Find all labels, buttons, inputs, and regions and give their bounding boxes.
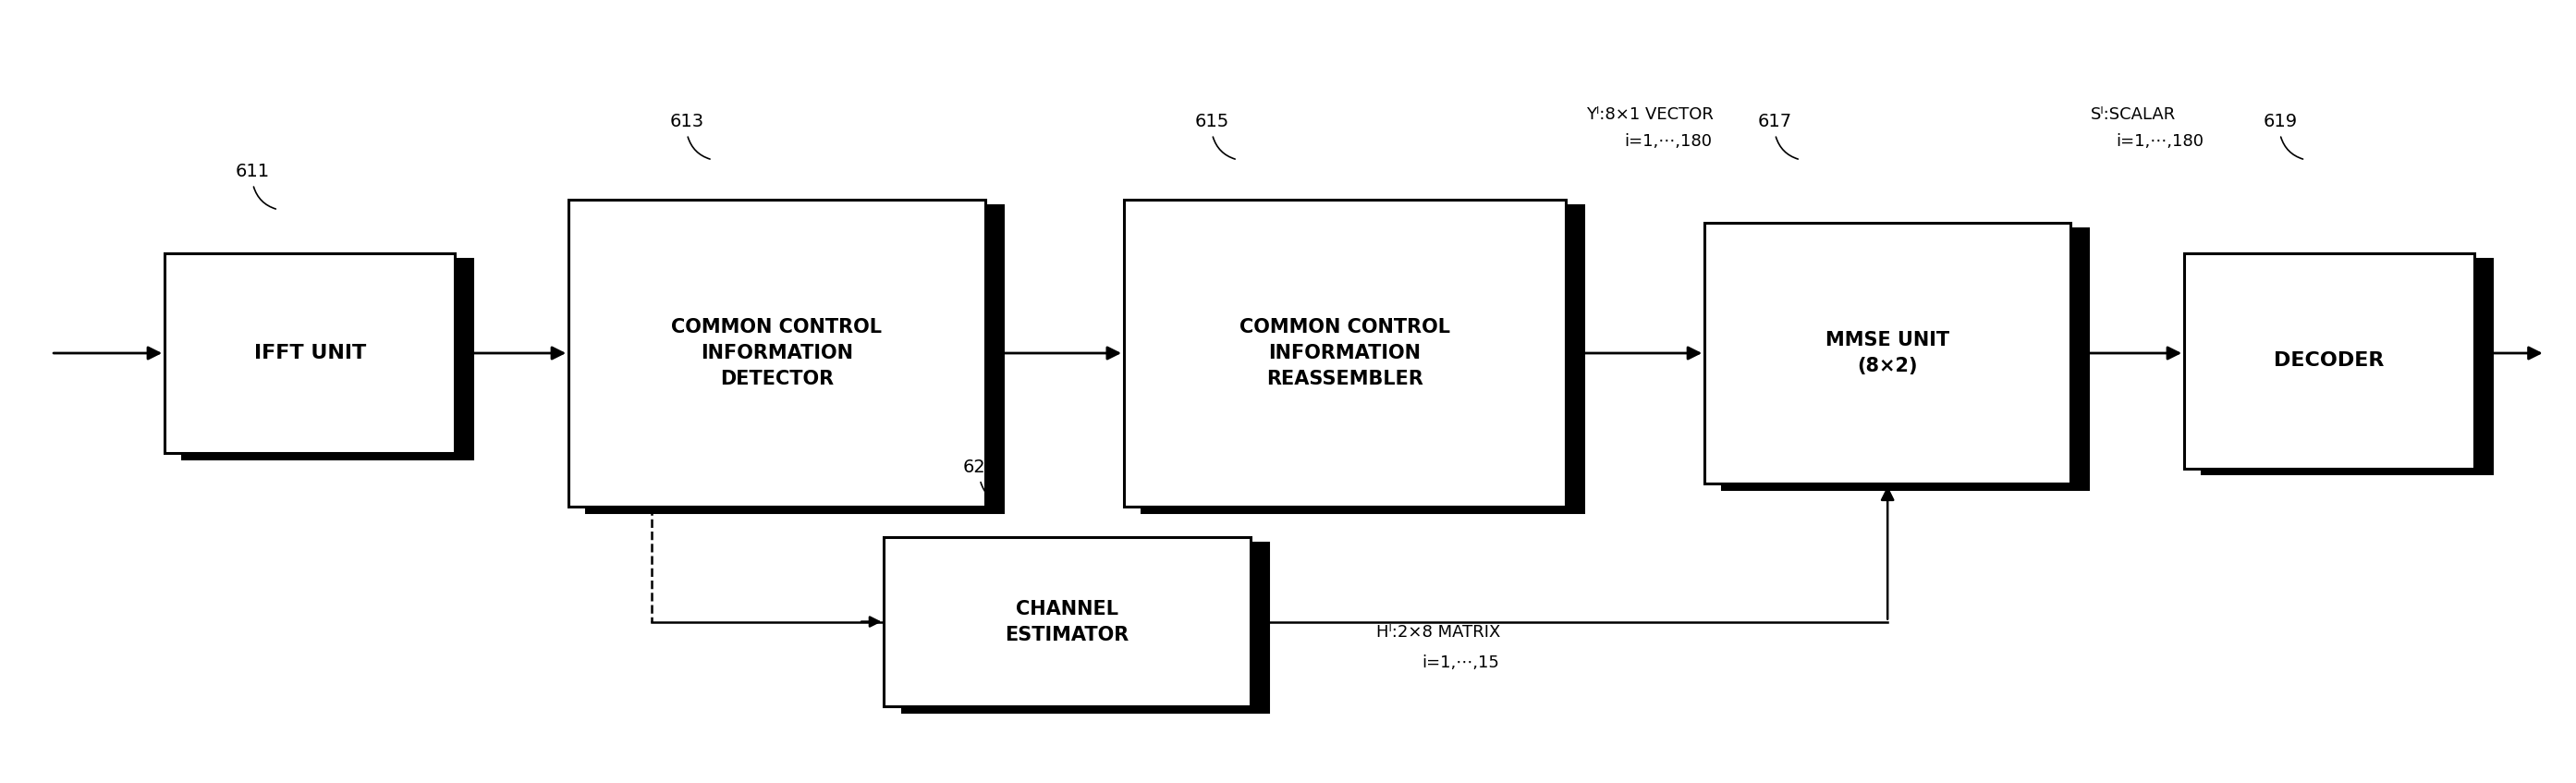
Text: i=1,⋯,180: i=1,⋯,180	[2115, 133, 2205, 150]
Text: CHANNEL
ESTIMATOR: CHANNEL ESTIMATOR	[1005, 600, 1128, 644]
Bar	[587, 205, 1002, 512]
Bar	[884, 537, 1249, 706]
Bar	[2202, 258, 2491, 474]
Text: DECODER: DECODER	[2275, 352, 2385, 370]
Text: Sᴵ:SCALAR: Sᴵ:SCALAR	[2092, 106, 2177, 123]
Text: i=1,⋯,180: i=1,⋯,180	[1623, 133, 1710, 150]
Bar	[902, 543, 1267, 712]
Text: MMSE UNIT
(8×2): MMSE UNIT (8×2)	[1826, 331, 1950, 375]
Bar	[1123, 200, 1566, 507]
Bar	[1705, 222, 2071, 484]
Text: 615: 615	[1195, 113, 1229, 131]
Text: COMMON CONTROL
INFORMATION
DETECTOR: COMMON CONTROL INFORMATION DETECTOR	[672, 318, 881, 388]
Bar	[165, 254, 456, 453]
Text: IFFT UNIT: IFFT UNIT	[252, 344, 366, 363]
Text: 619: 619	[2262, 113, 2298, 131]
Bar	[569, 200, 984, 507]
Text: 617: 617	[1757, 113, 1793, 131]
Text: COMMON CONTROL
INFORMATION
REASSEMBLER: COMMON CONTROL INFORMATION REASSEMBLER	[1239, 318, 1450, 388]
Bar	[1723, 228, 2089, 489]
Text: i=1,⋯,15: i=1,⋯,15	[1422, 655, 1499, 672]
Bar	[2184, 254, 2476, 468]
Bar	[1141, 205, 1584, 512]
Text: 611: 611	[237, 163, 270, 180]
Text: Hᴵ:2×8 MATRIX: Hᴵ:2×8 MATRIX	[1376, 624, 1502, 640]
Text: 621: 621	[963, 458, 997, 476]
Text: 613: 613	[670, 113, 703, 131]
Text: Yᴵ:8×1 VECTOR: Yᴵ:8×1 VECTOR	[1587, 106, 1713, 123]
Bar	[183, 258, 471, 458]
